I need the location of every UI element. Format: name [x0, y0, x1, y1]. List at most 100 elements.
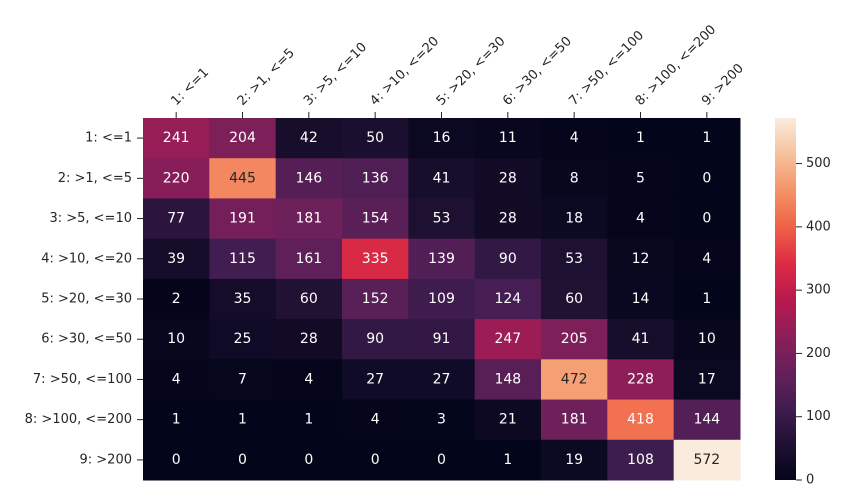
cell-value-label: 0: [437, 452, 446, 468]
heatmap-cell: [275, 158, 343, 199]
heatmap-cell: [342, 158, 409, 199]
heatmap-cell: [673, 158, 741, 199]
heatmap-cell: [673, 278, 741, 320]
cell-value-label: 418: [627, 412, 654, 428]
heatmap-cell: [408, 359, 476, 401]
heatmap-cell: [408, 439, 476, 481]
cell-value-label: 3: [437, 412, 446, 428]
cell-value-label: 19: [565, 452, 583, 468]
heatmap-cell: [673, 399, 741, 441]
heatmap-cell: [342, 319, 409, 360]
cell-value-label: 41: [632, 331, 650, 347]
heatmap-cell: [408, 198, 476, 240]
heatmap-cell: [408, 238, 476, 280]
x-tick-label: 6: >30, <=50: [500, 34, 575, 109]
heatmap-cell: [673, 118, 741, 159]
cell-value-label: 0: [371, 452, 380, 468]
cell-value-label: 4: [702, 251, 711, 267]
cell-value-label: 17: [698, 371, 716, 387]
heatmap-cell: [275, 319, 343, 360]
heatmap-cell: [143, 238, 210, 280]
y-tick-label: 1: <=1: [85, 131, 132, 146]
cell-value-label: 204: [229, 130, 256, 146]
heatmap-cell: [541, 118, 608, 159]
heatmap-cell: [143, 359, 210, 401]
heatmap-cell: [143, 399, 210, 441]
heatmap-cell: [408, 399, 476, 441]
cell-value-label: 1: [304, 412, 313, 428]
cell-value-label: 4: [172, 371, 181, 387]
heatmap-cell: [342, 278, 409, 320]
heatmap-cell: [342, 399, 409, 441]
cell-value-label: 247: [494, 331, 521, 347]
heatmap-cell: [408, 158, 476, 199]
cell-value-label: 7: [238, 371, 247, 387]
heatmap-cell: [541, 198, 608, 240]
cell-value-label: 39: [167, 251, 185, 267]
cell-value-label: 10: [698, 331, 716, 347]
heatmap-cell: [342, 439, 409, 481]
heatmap-cell: [143, 439, 210, 481]
cell-value-label: 572: [693, 452, 720, 468]
heatmap-cell: [143, 278, 210, 320]
cell-value-label: 2: [172, 291, 181, 307]
cell-value-label: 241: [163, 130, 190, 146]
cell-value-label: 139: [428, 251, 455, 267]
cell-value-label: 161: [295, 251, 322, 267]
cell-value-label: 27: [433, 371, 451, 387]
heatmap-cell: [673, 319, 741, 360]
colorbar-tick-label: 100: [806, 409, 831, 424]
colorbar-tick-label: 300: [806, 283, 831, 298]
cell-value-label: 5: [636, 170, 645, 186]
cell-value-label: 228: [627, 371, 654, 387]
cell-value-label: 90: [366, 331, 384, 347]
cell-value-label: 181: [561, 412, 588, 428]
cell-value-label: 53: [565, 251, 583, 267]
colorbar-ticks: 0 100 200 300 400 500: [796, 156, 831, 488]
heatmap-cell: [143, 158, 210, 199]
cell-value-label: 4: [570, 130, 579, 146]
cell-value-label: 109: [428, 291, 455, 307]
heatmap-cell: [342, 359, 409, 401]
heatmap-cell: [474, 118, 542, 159]
heatmap-cell: [541, 238, 608, 280]
cell-value-label: 152: [362, 291, 389, 307]
heatmap-cell: [607, 278, 675, 320]
heatmap-cell: [408, 319, 476, 360]
cell-value-label: 1: [636, 130, 645, 146]
cell-value-label: 0: [238, 452, 247, 468]
y-tick-label: 6: >30, <=50: [41, 332, 132, 347]
heatmap-cell: [607, 198, 675, 240]
heatmap-cell: [607, 439, 675, 481]
cell-value-label: 27: [366, 371, 384, 387]
cell-value-label: 35: [234, 291, 252, 307]
heatmap-cell: [541, 439, 608, 481]
cell-value-label: 191: [229, 211, 256, 227]
y-tick-label: 2: >1, <=5: [58, 171, 132, 186]
cell-value-label: 124: [494, 291, 521, 307]
cell-value-label: 148: [494, 371, 521, 387]
heatmap-cell: [209, 359, 277, 401]
cell-value-label: 41: [433, 170, 451, 186]
y-tick-label: 3: >5, <=10: [49, 211, 132, 226]
heatmap-cell: [342, 238, 409, 280]
cell-value-label: 0: [702, 211, 711, 227]
heatmap-cell: [275, 198, 343, 240]
cell-value-label: 60: [565, 291, 583, 307]
cell-value-label: 115: [229, 251, 256, 267]
heatmap-cell: [209, 198, 277, 240]
cell-value-label: 14: [632, 291, 650, 307]
cell-value-label: 181: [295, 211, 322, 227]
cell-value-label: 472: [561, 371, 588, 387]
heatmap-cell: [209, 439, 277, 481]
cell-value-label: 4: [304, 371, 313, 387]
heatmap-cell: [474, 198, 542, 240]
cell-value-label: 91: [433, 331, 451, 347]
heatmap-cell: [143, 118, 210, 159]
cell-value-label: 4: [371, 412, 380, 428]
cell-value-label: 0: [172, 452, 181, 468]
heatmap-cell: [342, 198, 409, 240]
cell-value-label: 108: [627, 452, 654, 468]
